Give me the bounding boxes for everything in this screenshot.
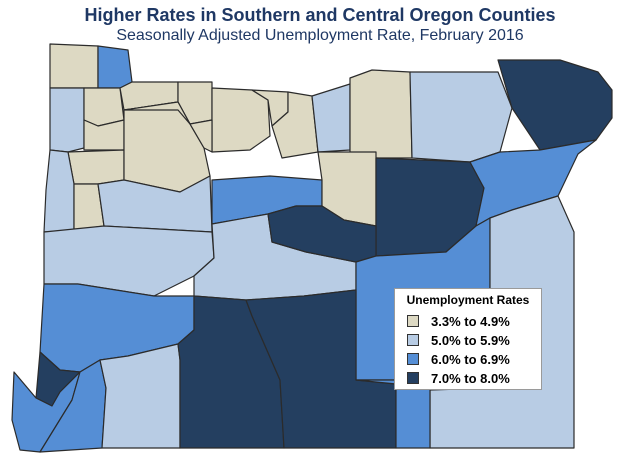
legend-item: 3.3% to 4.9% [407,313,510,329]
county-columbia [97,45,133,89]
title-block: Higher Rates in Southern and Central Ore… [0,4,640,46]
county-lincoln [43,149,75,233]
county-wasco [211,87,271,153]
legend-swatch [407,315,419,327]
legend-item: 6.0% to 6.9% [407,351,510,367]
legend-swatch [407,334,419,346]
map-subtitle: Seasonally Adjusted Unemployment Rate, F… [116,27,524,44]
county-morrow [311,83,351,153]
legend-item: 5.0% to 5.9% [407,332,510,348]
legend-item: 7.0% to 8.0% [407,370,510,386]
county-jackson [99,343,181,449]
county-union [409,71,513,163]
legend: Unemployment Rates 3.3% to 4.9% 5.0% to … [394,288,542,390]
county-clackamas [123,101,213,153]
county-yamhill [83,119,125,151]
legend-label: 6.0% to 6.9% [431,351,510,367]
legend-label: 7.0% to 8.0% [431,370,510,386]
county-crook [267,205,377,263]
county-umatilla [349,69,413,159]
county-clatsop [49,43,99,89]
county-washington [83,87,125,127]
legend-swatch [407,353,419,365]
map-title: Higher Rates in Southern and Central Ore… [84,5,556,25]
legend-title: Unemployment Rates [406,293,530,307]
county-polk [67,149,125,185]
legend-label: 5.0% to 5.9% [431,332,510,348]
county-wallowa [497,59,613,151]
legend-label: 3.3% to 4.9% [431,313,510,329]
county-tillamook [49,87,85,153]
legend-swatch [407,372,419,384]
